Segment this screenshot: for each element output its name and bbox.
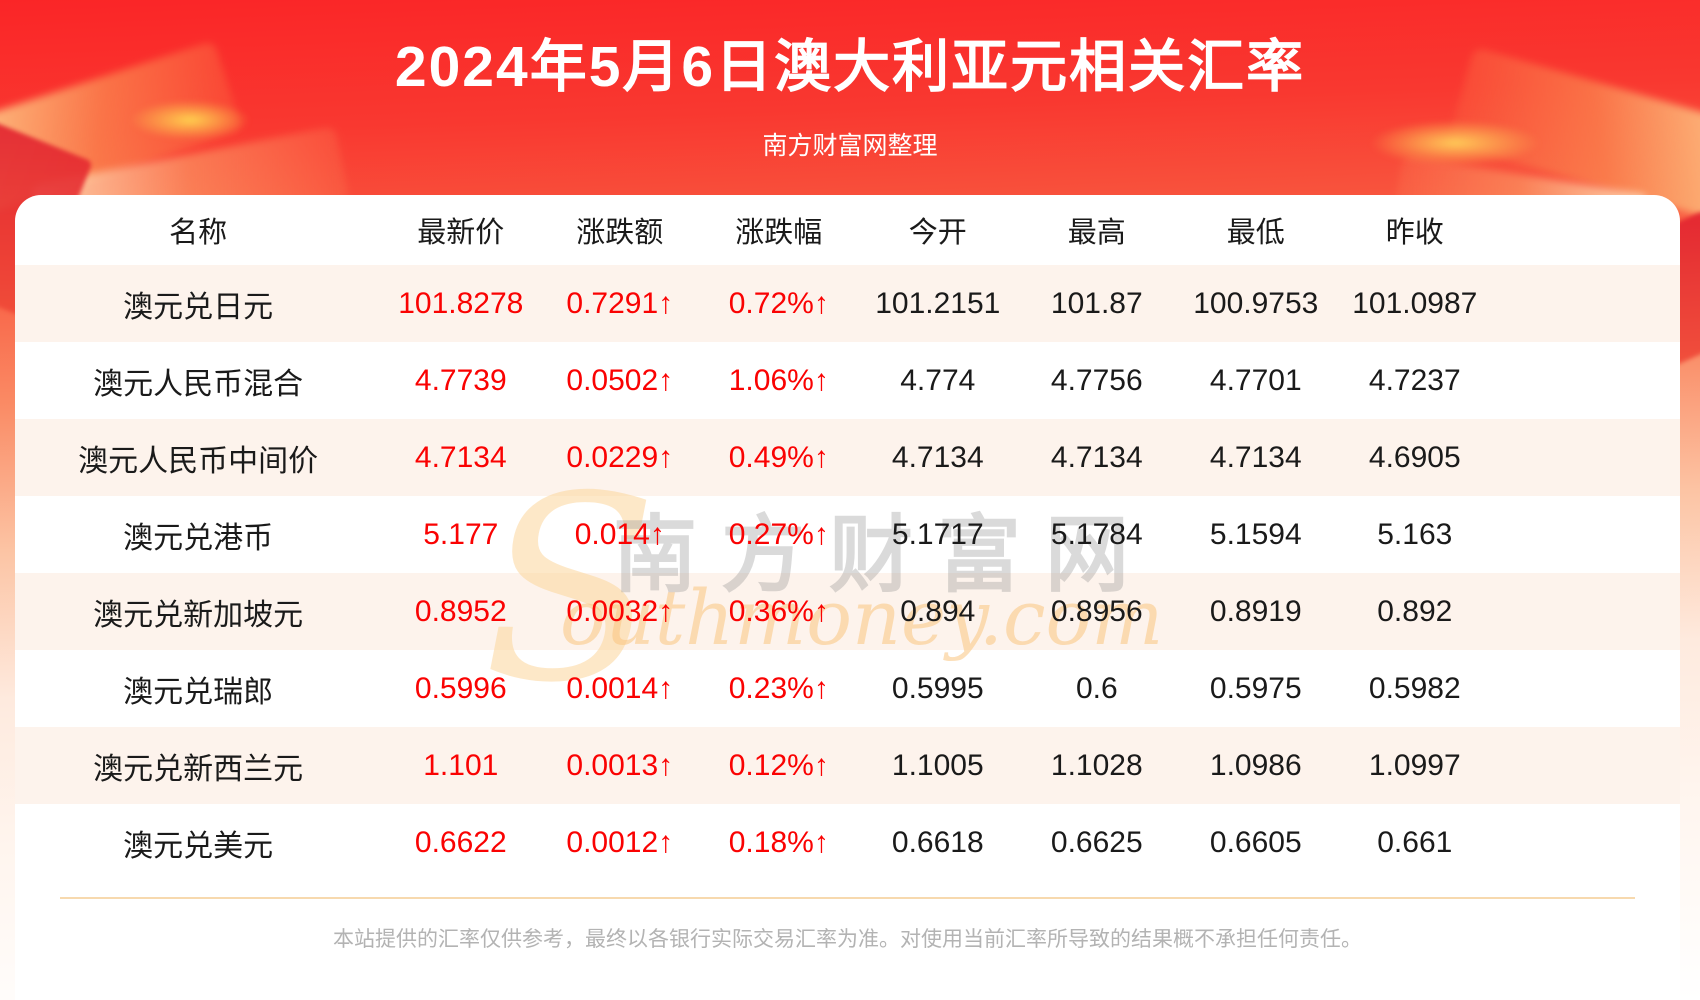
prev-close: 4.7237 <box>1368 363 1461 397</box>
change-amount: 0.0012↑ <box>566 825 674 859</box>
currency-pair-name: 澳元兑瑞郎 <box>123 675 274 709</box>
table-row: 澳元兑日元 101.8278 0.7291↑ 0.72%↑ 101.2151 1… <box>15 265 1680 342</box>
column-header-name: 名称 <box>169 217 228 249</box>
table-row: 澳元兑瑞郎 0.5996 0.0014↑ 0.23%↑ 0.5995 0.6 0… <box>15 650 1680 727</box>
prev-close: 5.163 <box>1377 517 1453 551</box>
open-price: 0.5995 <box>891 671 984 705</box>
column-header-low: 最低 <box>1226 217 1285 249</box>
footer-divider <box>60 897 1635 899</box>
open-price: 0.6618 <box>891 825 984 859</box>
low-price: 4.7701 <box>1209 363 1302 397</box>
open-price: 4.774 <box>900 363 976 397</box>
change-percent: 0.49%↑ <box>728 440 829 474</box>
high-price: 4.7134 <box>1050 440 1143 474</box>
high-price: 0.6 <box>1075 671 1118 705</box>
disclaimer-text: 本站提供的汇率仅供参考，最终以各银行实际交易汇率为准。对使用当前汇率所导致的结果… <box>333 928 1362 951</box>
latest-price: 101.8278 <box>398 286 524 320</box>
column-header-change: 涨跌额 <box>576 217 664 249</box>
prev-close: 0.892 <box>1377 594 1453 628</box>
prev-close: 4.6905 <box>1368 440 1461 474</box>
change-amount: 0.7291↑ <box>566 286 674 320</box>
currency-pair-name: 澳元兑美元 <box>123 829 274 863</box>
prev-close: 101.0987 <box>1352 286 1478 320</box>
high-price: 101.87 <box>1050 286 1143 320</box>
currency-pair-name: 澳元兑新西兰元 <box>93 752 304 786</box>
latest-price: 4.7134 <box>414 440 507 474</box>
change-percent: 0.18%↑ <box>728 825 829 859</box>
latest-price: 1.101 <box>423 748 499 782</box>
low-price: 0.6605 <box>1209 825 1302 859</box>
latest-price: 5.177 <box>423 517 499 551</box>
change-percent: 1.06%↑ <box>728 363 829 397</box>
column-header-latest: 最新价 <box>417 217 505 249</box>
table-header-row: 名称 最新价 涨跌额 涨跌幅 今开 最高 最低 昨收 <box>15 195 1680 265</box>
currency-pair-name: 澳元人民币混合 <box>93 367 304 401</box>
change-amount: 0.0502↑ <box>566 363 674 397</box>
change-amount: 0.0014↑ <box>566 671 674 705</box>
latest-price: 4.7739 <box>414 363 507 397</box>
open-price: 5.1717 <box>891 517 984 551</box>
high-price: 4.7756 <box>1050 363 1143 397</box>
banner: 2024年5月6日澳大利亚元相关汇率 南方财富网整理 <box>0 0 1700 162</box>
change-amount: 0.0229↑ <box>566 440 674 474</box>
column-header-high: 最高 <box>1067 217 1126 249</box>
page-subtitle: 南方财富网整理 <box>762 132 938 160</box>
table-row: 澳元兑新加坡元 0.8952 0.0032↑ 0.36%↑ 0.894 0.89… <box>15 573 1680 650</box>
change-percent: 0.27%↑ <box>728 517 829 551</box>
change-percent: 0.72%↑ <box>728 286 829 320</box>
open-price: 4.7134 <box>891 440 984 474</box>
table-row: 澳元人民币中间价 4.7134 0.0229↑ 0.49%↑ 4.7134 4.… <box>15 419 1680 496</box>
high-price: 5.1784 <box>1050 517 1143 551</box>
open-price: 1.1005 <box>891 748 984 782</box>
change-amount: 0.0013↑ <box>566 748 674 782</box>
table-row: 澳元兑美元 0.6622 0.0012↑ 0.18%↑ 0.6618 0.662… <box>15 804 1680 881</box>
low-price: 100.9753 <box>1193 286 1319 320</box>
column-header-pct: 涨跌幅 <box>735 217 823 249</box>
change-amount: 0.014↑ <box>574 517 665 551</box>
low-price: 1.0986 <box>1209 748 1302 782</box>
change-amount: 0.0032↑ <box>566 594 674 628</box>
low-price: 0.5975 <box>1209 671 1302 705</box>
currency-pair-name: 澳元兑港币 <box>123 521 274 555</box>
latest-price: 0.5996 <box>414 671 507 705</box>
column-header-prev: 昨收 <box>1385 217 1444 249</box>
high-price: 0.6625 <box>1050 825 1143 859</box>
open-price: 0.894 <box>900 594 976 628</box>
low-price: 0.8919 <box>1209 594 1302 628</box>
latest-price: 0.8952 <box>414 594 507 628</box>
table-row: 澳元兑港币 5.177 0.014↑ 0.27%↑ 5.1717 5.1784 … <box>15 496 1680 573</box>
prev-close: 0.661 <box>1377 825 1453 859</box>
page-title: 2024年5月6日澳大利亚元相关汇率 <box>394 35 1306 99</box>
currency-pair-name: 澳元兑新加坡元 <box>93 598 304 632</box>
low-price: 4.7134 <box>1209 440 1302 474</box>
prev-close: 0.5982 <box>1368 671 1461 705</box>
low-price: 5.1594 <box>1209 517 1302 551</box>
change-percent: 0.36%↑ <box>728 594 829 628</box>
table-row: 澳元人民币混合 4.7739 0.0502↑ 1.06%↑ 4.774 4.77… <box>15 342 1680 419</box>
change-percent: 0.23%↑ <box>728 671 829 705</box>
high-price: 1.1028 <box>1050 748 1143 782</box>
latest-price: 0.6622 <box>414 825 507 859</box>
prev-close: 1.0997 <box>1368 748 1461 782</box>
column-header-open: 今开 <box>908 217 967 249</box>
table-row: 澳元兑新西兰元 1.101 0.0013↑ 0.12%↑ 1.1005 1.10… <box>15 727 1680 804</box>
currency-pair-name: 澳元人民币中间价 <box>78 444 319 478</box>
high-price: 0.8956 <box>1050 594 1143 628</box>
rates-card: 名称 最新价 涨跌额 涨跌幅 今开 最高 最低 昨收 澳元兑日元 101.827… <box>15 195 1680 1000</box>
currency-pair-name: 澳元兑日元 <box>123 290 274 324</box>
change-percent: 0.12%↑ <box>728 748 829 782</box>
rate-table-body: 澳元兑日元 101.8278 0.7291↑ 0.72%↑ 101.2151 1… <box>15 265 1680 881</box>
open-price: 101.2151 <box>875 286 1001 320</box>
